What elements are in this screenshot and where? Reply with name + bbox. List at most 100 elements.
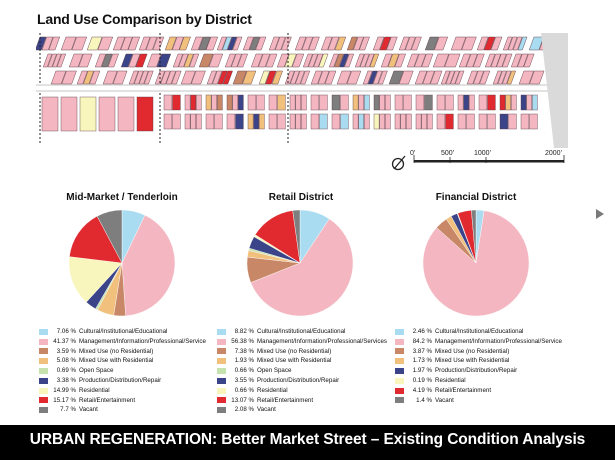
map-parcel (247, 113, 254, 130)
map-parcel (300, 70, 311, 85)
map-parcel (461, 36, 477, 51)
map-parcel (301, 36, 314, 51)
legend-item: 3.87 % Mixed Use (no Residential) (395, 347, 562, 357)
legend-value: 1.97 % (412, 367, 432, 375)
map-parcel (414, 53, 427, 68)
chart-title-retail: Retail District (268, 192, 334, 203)
map-parcel (227, 36, 238, 51)
map-block (216, 36, 243, 51)
map-parcel (478, 113, 488, 130)
map-parcel (541, 33, 568, 148)
map-block (294, 36, 320, 51)
legend-swatch (39, 407, 48, 414)
map-parcel (372, 36, 385, 51)
map-parcel (506, 70, 516, 85)
map-block (138, 36, 165, 51)
legend-value: 8.82 % (234, 328, 254, 335)
map-parcel (214, 113, 223, 130)
map-block (466, 70, 491, 85)
map-parcel (432, 53, 450, 68)
pie-slice (96, 209, 123, 264)
map-parcel (463, 94, 470, 111)
legend-label: Production/Distribution/Repair (257, 376, 340, 384)
legend-value: 1.4 % (416, 396, 432, 404)
map-parcel (445, 70, 455, 85)
map-parcel (217, 94, 223, 111)
map-parcel (450, 36, 467, 51)
footer-title: URBAN REGENERATION: Better Market Street… (29, 431, 586, 448)
map-block (276, 53, 305, 68)
map-parcel (238, 94, 244, 111)
map-block (128, 70, 154, 85)
legend-label: Cultural/Institutional/Educational (435, 328, 524, 335)
map-parcel (101, 53, 113, 68)
map-parcel (217, 70, 228, 85)
legend-item: 1.73 % Mixed Use with Residential (395, 356, 562, 366)
map-parcel (487, 94, 496, 111)
map-parcel (310, 94, 320, 111)
map-parcel (136, 96, 154, 132)
map-parcel (415, 113, 422, 130)
map-parcel (165, 70, 176, 85)
legend-label: Mixed Use with Residential (257, 357, 332, 365)
map-parcel (421, 53, 434, 68)
legend-swatch (217, 397, 226, 404)
legend-swatch (39, 338, 48, 345)
legend-value: 7.38 % (234, 347, 254, 355)
map-parcel (499, 94, 506, 111)
map-parcel (528, 36, 544, 51)
map-parcel (242, 70, 257, 85)
map-parcel (372, 70, 383, 85)
map-parcel (388, 70, 404, 85)
map-parcel (502, 70, 512, 85)
map-parcel (52, 53, 62, 68)
map-parcel (208, 53, 224, 68)
legend-item: 13.07 % Retail/Entertainment (217, 396, 387, 406)
map-parcel (320, 36, 333, 51)
map-parcel (483, 36, 496, 51)
map-block (458, 53, 485, 68)
legend-value: 3.55 % (234, 376, 254, 384)
map-parcel (379, 113, 386, 130)
legend-item: 2.08 % Vacant (217, 405, 387, 415)
map-parcel (496, 53, 507, 68)
map-parcel (501, 53, 513, 68)
map-block (268, 36, 292, 51)
map-parcel (196, 94, 202, 111)
map-parcel (346, 36, 358, 51)
map-block (328, 53, 355, 68)
map-parcel (178, 53, 189, 68)
district-land-use-map (36, 33, 568, 148)
legend-swatch (39, 358, 48, 365)
scale-label: 0' (410, 150, 416, 157)
map-parcel (60, 96, 78, 132)
map-parcel (379, 94, 386, 111)
map-parcel (41, 96, 59, 132)
legend-mid-market: 7.06 % Cultural/Institutional/Educational… (39, 327, 206, 415)
legend-swatch (395, 397, 404, 404)
map-parcel (97, 36, 114, 51)
map-parcel (258, 53, 271, 68)
map-parcel (189, 53, 200, 68)
map-parcel (380, 53, 393, 68)
map-parcel (180, 70, 196, 85)
map-block (154, 70, 182, 85)
map-parcel (346, 70, 362, 85)
map-parcel (499, 113, 509, 130)
map-parcel (294, 36, 307, 51)
scale-label: 2000' (545, 150, 562, 157)
map-parcel (367, 70, 378, 85)
map-parcel (444, 53, 461, 68)
map-parcel (184, 113, 191, 130)
map-parcel (394, 113, 401, 130)
next-arrow-icon[interactable] (596, 209, 604, 219)
map-parcel (146, 53, 162, 68)
map-block (398, 36, 422, 51)
map-parcel (411, 36, 422, 51)
map-parcel (386, 36, 398, 51)
map-parcel (336, 70, 352, 85)
legend-item: 0.19 % Residential (395, 376, 562, 386)
map-parcel (276, 53, 290, 68)
map-parcel (216, 36, 227, 51)
map-block (406, 53, 434, 68)
